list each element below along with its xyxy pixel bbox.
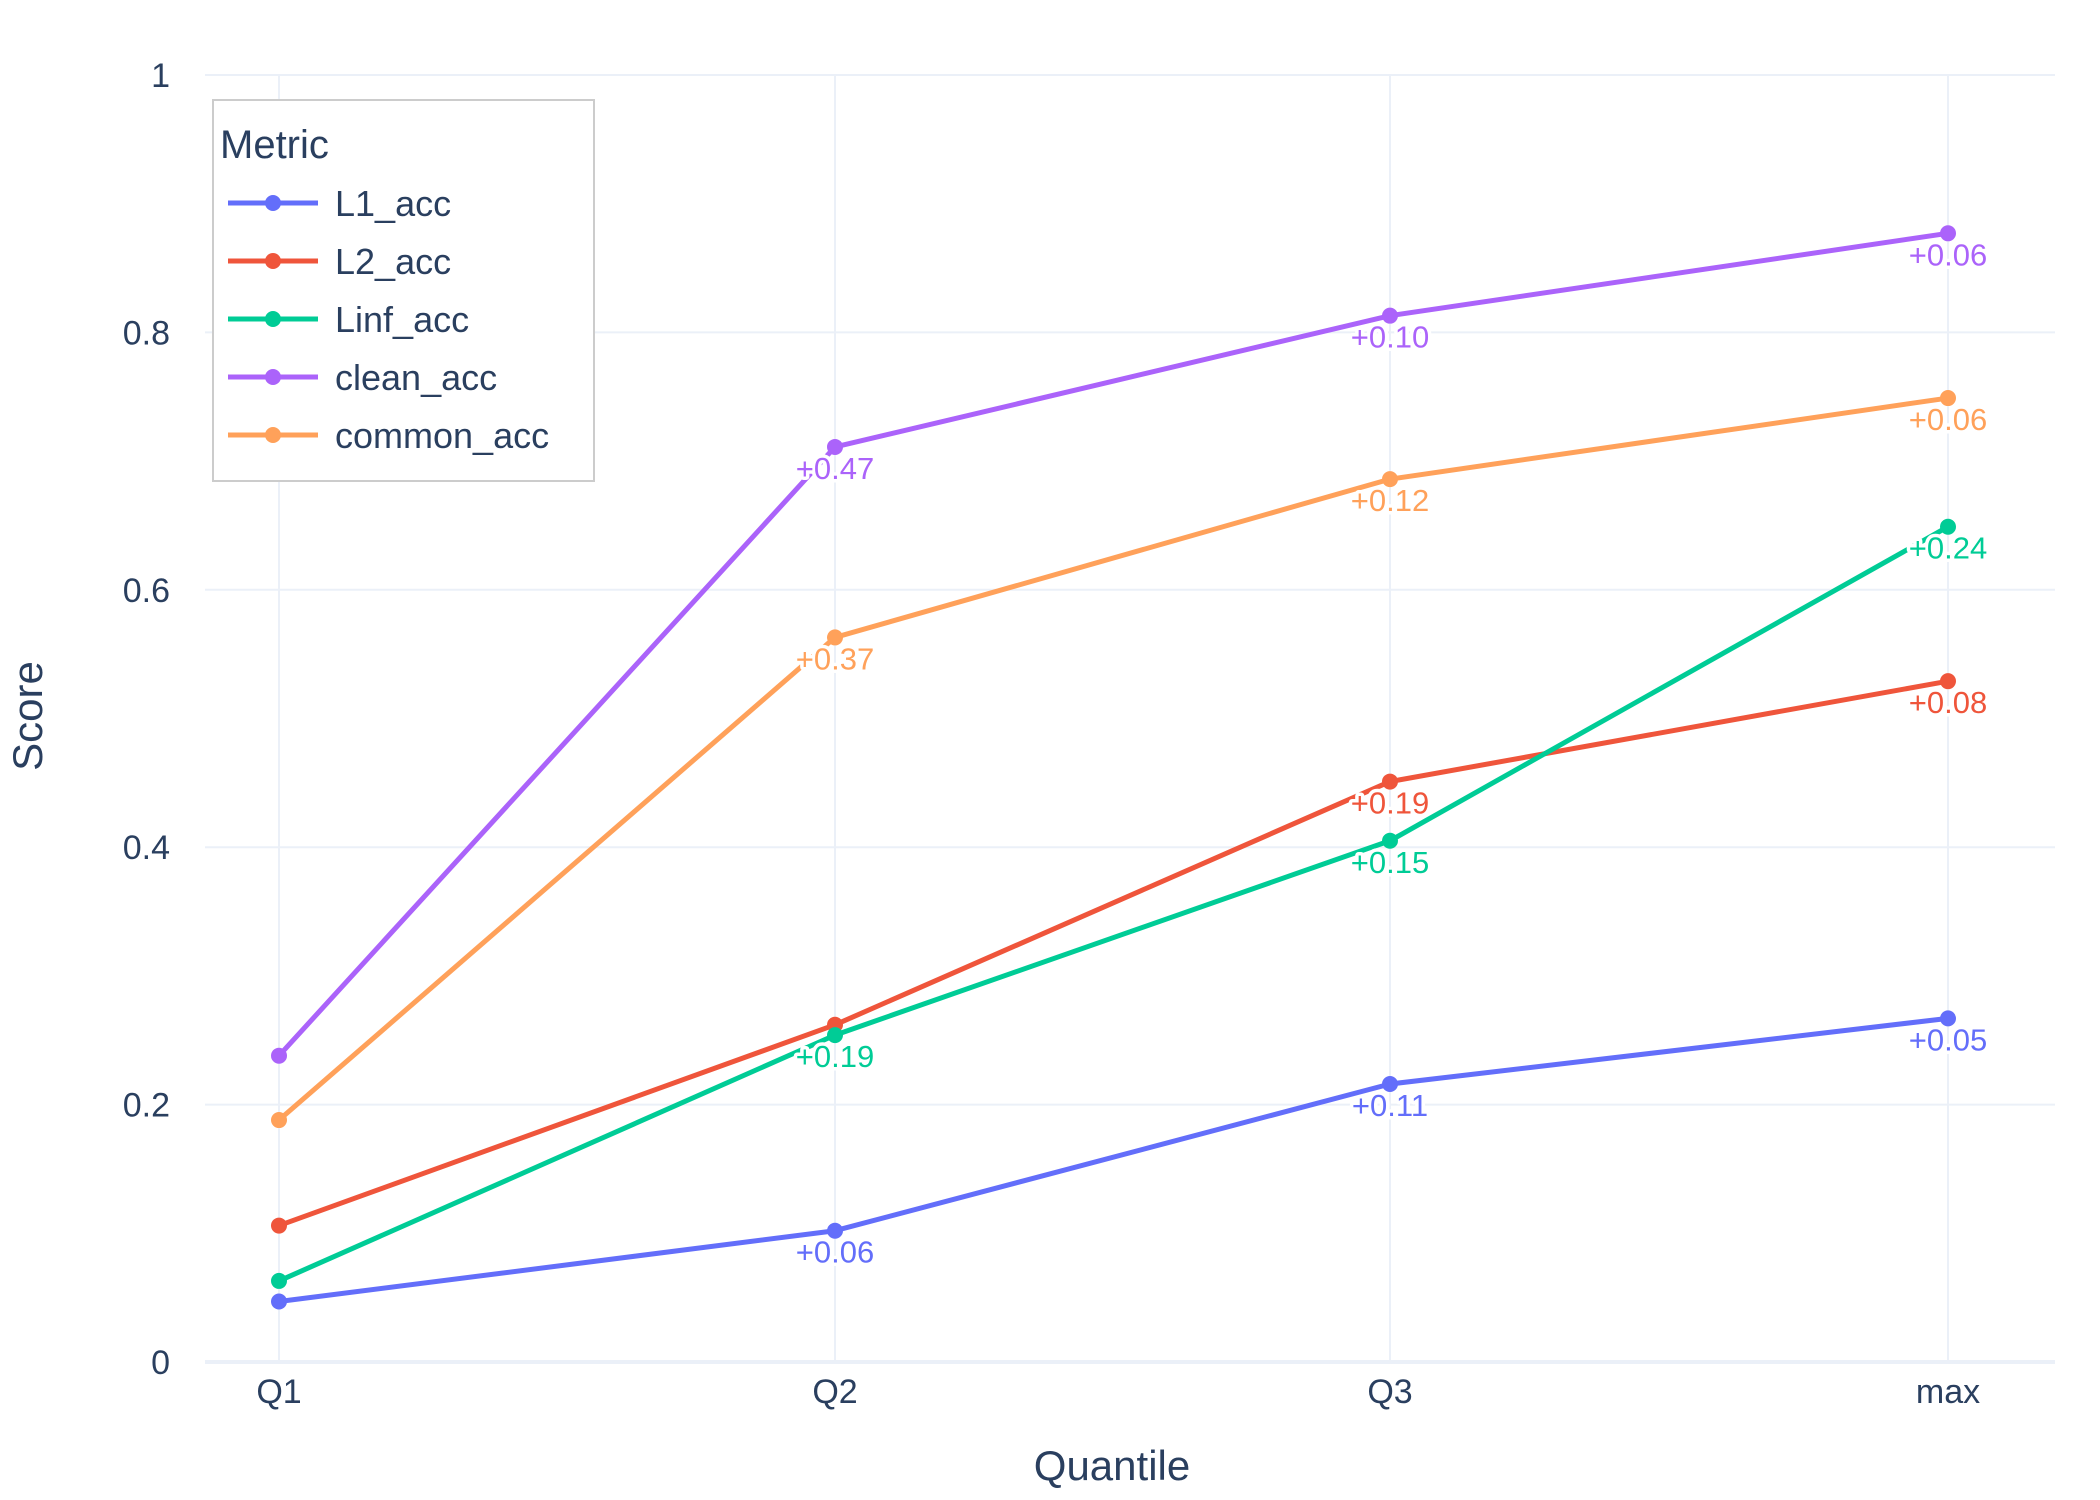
legend-box (212, 99, 595, 482)
annotation-clean_acc: +0.47 (796, 451, 874, 486)
axes: 0 0.2 0.4 0.6 0.8 1 Q1 Q2 Q3 max (123, 57, 2055, 1411)
y-axis-title: Score (4, 661, 51, 771)
annotation-clean_acc: +0.06 (1909, 237, 1987, 272)
y-tick-label: 0.8 (123, 314, 170, 352)
legend-item-L1_acc[interactable]: L1_acc (228, 183, 451, 224)
legend-swatch-marker (265, 195, 281, 211)
data-point-clean_acc (827, 438, 843, 455)
x-tick-label: Q1 (256, 1373, 301, 1411)
legend-item-L2_acc[interactable]: L2_acc (228, 241, 451, 282)
legend-label: L1_acc (335, 183, 451, 224)
data-point-common_acc (827, 629, 843, 646)
point-annotations: +0.06 +0.11 +0.05 +0.19 +0.08 +0.19 +0.15 +0.24… (792, 234, 1990, 1273)
data-point-clean_acc (1382, 307, 1398, 324)
x-tick-label: Q2 (812, 1373, 857, 1411)
legend-item-clean_acc[interactable]: clean_acc (228, 357, 497, 398)
legend-label: common_acc (335, 415, 549, 456)
x-axis-title: Quantile (1034, 1442, 1190, 1489)
legend-item-Linf_acc[interactable]: Linf_acc (228, 299, 469, 340)
series-line-clean_acc (277, 230, 1949, 1058)
legend-item-common_acc[interactable]: common_acc (228, 415, 549, 456)
data-point-Linf_acc (271, 1272, 287, 1289)
data-point-L2_acc (1940, 673, 1956, 690)
y-tick-label: 0.6 (123, 572, 170, 610)
legend: Metric L1_acc L2_acc Linf_acc clean_acccomm… (212, 99, 595, 482)
data-point-clean_acc (271, 1047, 287, 1064)
data-point-common_acc (271, 1112, 287, 1129)
data-point-L2_acc (1382, 773, 1398, 790)
data-point-L1_acc (827, 1222, 843, 1239)
legend-label: Linf_acc (335, 299, 469, 340)
y-tick-label: 0.2 (123, 1087, 170, 1125)
legend-title: Metric (220, 123, 329, 167)
data-point-L2_acc (271, 1217, 287, 1234)
y-tick-label: 0 (151, 1344, 170, 1382)
annotation-Linf_acc: +0.24 (1909, 531, 1987, 566)
y-tick-label: 0.4 (123, 829, 170, 867)
y-tick-label: 1 (151, 57, 170, 95)
annotation-L1_acc: +0.11 (1352, 1088, 1428, 1123)
data-point-clean_acc (1940, 225, 1956, 242)
data-point-Linf_acc (1382, 832, 1398, 849)
series-line-L2_acc (278, 678, 1949, 1228)
x-tick-label: max (1916, 1373, 1980, 1411)
annotation-common_acc: +0.06 (1909, 402, 1987, 437)
data-point-common_acc (1940, 390, 1956, 407)
annotation-common_acc: +0.37 (796, 641, 874, 676)
series-lines (277, 230, 1950, 1304)
annotation-Linf_acc: +0.15 (1351, 845, 1429, 880)
data-point-L1_acc (271, 1293, 287, 1310)
legend-swatch-marker (265, 369, 281, 385)
annotation-Linf_acc: +0.19 (796, 1039, 874, 1074)
annotation-L2_acc: +0.08 (1909, 685, 1987, 720)
annotation-L2_acc: +0.19 (1351, 786, 1429, 821)
legend-swatch-marker (265, 311, 281, 327)
legend-label: L2_acc (335, 241, 451, 282)
data-point-L1_acc (1940, 1010, 1956, 1027)
legend-items: L1_acc L2_acc Linf_acc clean_acc common_acc (228, 183, 549, 456)
annotation-clean_acc: +0.10 (1351, 320, 1429, 355)
legend-label: clean_acc (335, 357, 497, 398)
annotation-L1_acc: +0.06 (796, 1235, 874, 1270)
x-tick-label: Q3 (1367, 1373, 1412, 1411)
series-line-L1_acc (278, 1015, 1949, 1304)
data-point-Linf_acc (827, 1027, 843, 1044)
annotation-common_acc: +0.12 (1351, 483, 1429, 518)
data-point-Linf_acc (1940, 518, 1956, 535)
series-line-Linf_acc (277, 524, 1950, 1284)
legend-swatch-marker (265, 253, 281, 269)
data-point-common_acc (1382, 471, 1398, 488)
series-line-common_acc (277, 395, 1949, 1122)
series-markers (271, 225, 1956, 1310)
annotation-L1_acc: +0.05 (1909, 1022, 1987, 1057)
data-point-L1_acc (1382, 1076, 1398, 1093)
legend-swatch-marker (265, 427, 281, 443)
